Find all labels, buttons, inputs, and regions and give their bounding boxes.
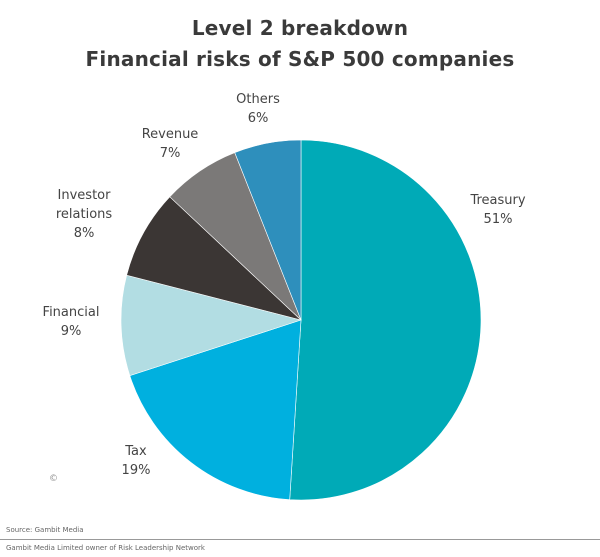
pie-slice-investor-relations (126, 196, 302, 321)
pie-slice-others (234, 139, 302, 321)
slice-label-financial: Financial 9% (43, 305, 100, 339)
chart-subtitle: Financial risks of S&P 500 companies (85, 47, 515, 71)
source-note: Source: Gambit Media (6, 526, 84, 534)
slice-label-tax: Tax 19% (122, 444, 151, 478)
chart-title: Level 2 breakdown (191, 16, 409, 40)
footer-note: Gambit Media Limited owner of Risk Leade… (6, 544, 205, 552)
pie-slice-tax (129, 319, 302, 500)
pie-slice-treasury (289, 139, 482, 501)
slice-label-investor-relations: Investor relations 8% (56, 188, 113, 241)
pie-slice-financial (120, 274, 303, 377)
slice-label-others: Others 6% (236, 92, 280, 126)
footer-divider (0, 539, 600, 540)
copyright-mark: © (49, 474, 58, 484)
slice-label-treasury: Treasury 51% (469, 193, 525, 227)
slice-label-revenue: Revenue 7% (142, 127, 199, 161)
